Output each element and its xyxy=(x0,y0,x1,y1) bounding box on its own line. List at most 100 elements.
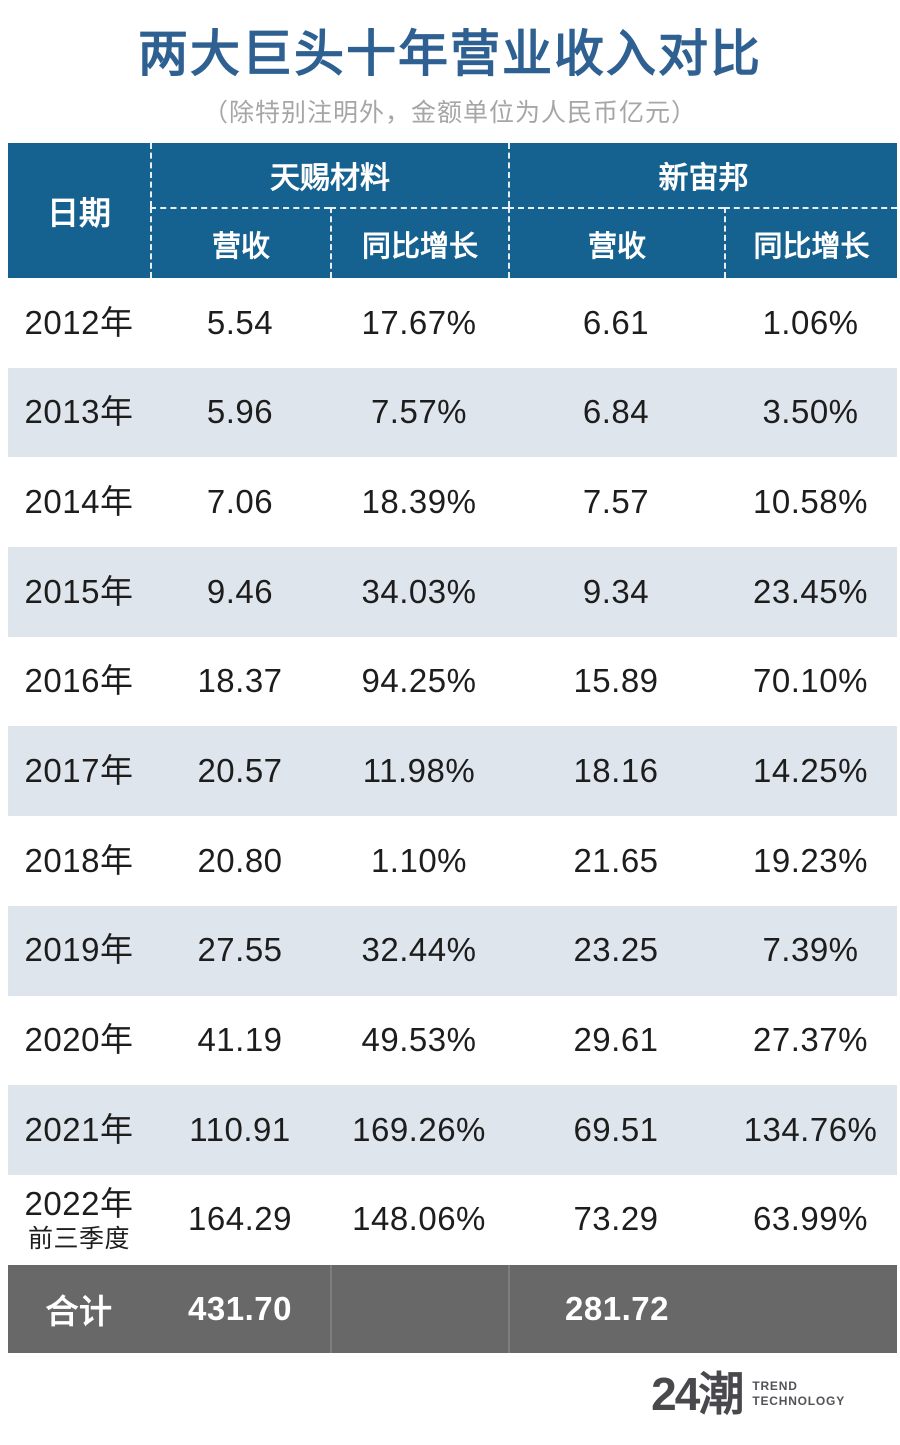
subcolumn-header-tianci-revenue: 营收 xyxy=(150,207,330,278)
row-date-label: 2017年 xyxy=(24,751,134,789)
row-value: 17.67% xyxy=(361,303,477,341)
group-header-tianci: 天赐材料 xyxy=(150,143,508,207)
brand-logo: 24潮 TREND TECHNOLOGY xyxy=(651,1371,845,1417)
row-value: 18.39% xyxy=(361,482,477,520)
table-row: 2017年 20.57 11.98% 18.16 14.25% xyxy=(8,726,897,817)
row-date-cell: 2013年 xyxy=(8,395,150,430)
row-value: 1.10% xyxy=(370,841,468,879)
row-date-cell: 2018年 xyxy=(8,841,150,879)
row-date-label: 2012年 xyxy=(24,303,134,341)
row-value: 169.26% xyxy=(352,1110,486,1148)
row-value: 15.89 xyxy=(573,662,659,700)
row-date-note: 前三季度 xyxy=(27,1224,130,1253)
row-date-cell: 2019年 xyxy=(8,933,150,968)
row-value: 21.65 xyxy=(573,841,659,879)
row-value: 73.29 xyxy=(573,1200,659,1238)
row-value: 7.57 xyxy=(582,482,650,520)
row-date-label: 2018年 xyxy=(24,841,134,879)
row-date-label: 2014年 xyxy=(24,482,134,520)
logo-caption: TREND TECHNOLOGY xyxy=(752,1379,845,1409)
row-value: 20.80 xyxy=(197,841,283,879)
row-date-label: 2013年 xyxy=(24,393,134,431)
table-row: 2014年 7.06 18.39% 7.57 10.58% xyxy=(8,457,897,548)
row-value: 19.23% xyxy=(753,841,868,879)
row-value: 7.57% xyxy=(370,393,468,431)
total-tianci-yoy-empty xyxy=(330,1264,508,1353)
column-header-date: 日期 xyxy=(46,194,111,231)
table-row: 2021年 110.91 169.26% 69.51 134.76% xyxy=(8,1085,897,1175)
table-body: 2012年 5.54 17.67% 6.61 1.06% 2013年 5.96 7.57% 6.… xyxy=(8,278,897,1265)
row-date-cell: 2022年 前三季度 xyxy=(8,1185,150,1253)
row-value: 5.54 xyxy=(206,303,274,341)
row-value: 14.25% xyxy=(753,751,868,789)
subcolumn-header-capchem-revenue: 营收 xyxy=(508,207,724,278)
row-value: 7.39% xyxy=(762,931,859,969)
row-value: 7.06 xyxy=(206,482,274,520)
row-value: 70.10% xyxy=(753,662,868,700)
row-date-cell: 2016年 xyxy=(8,664,150,699)
row-date-label: 2015年 xyxy=(24,572,134,610)
row-value: 6.84 xyxy=(582,393,650,431)
table-row: 2013年 5.96 7.57% 6.84 3.50% xyxy=(8,367,897,458)
table-row: 2019年 27.55 32.44% 23.25 7.39% xyxy=(8,905,897,996)
row-value: 18.37 xyxy=(197,662,283,700)
footer: 24潮 TREND TECHNOLOGY xyxy=(0,1353,900,1445)
table-row: 2020年 41.19 49.53% 29.61 27.37% xyxy=(8,995,897,1086)
row-value: 23.25 xyxy=(573,931,659,969)
table-row: 2016年 18.37 94.25% 15.89 70.10% xyxy=(8,636,897,727)
row-date-cell: 2015年 xyxy=(8,572,150,610)
logo-caption-line1: TREND xyxy=(752,1378,798,1393)
revenue-comparison-table: 日期 天赐材料 新宙邦 营收 同比增长 营收 同比增长 2012年 5.54 17.… xyxy=(8,143,897,1353)
title-section: 两大巨头十年营业收入对比 （除特别注明外，金额单位为人民币亿元） xyxy=(0,0,900,143)
page-subtitle: （除特别注明外，金额单位为人民币亿元） xyxy=(202,99,697,127)
table-row: 2015年 9.46 34.03% 9.34 23.45% xyxy=(8,547,897,637)
subcolumn-header-tianci-yoy: 同比增长 xyxy=(330,207,508,278)
group-header-capchem: 新宙邦 xyxy=(508,143,897,207)
row-value: 63.99% xyxy=(753,1200,868,1238)
row-value: 23.45% xyxy=(753,572,868,610)
row-value: 69.51 xyxy=(573,1110,659,1148)
row-value: 27.55 xyxy=(197,931,283,969)
table-row: 2012年 5.54 17.67% 6.61 1.06% xyxy=(8,278,897,368)
row-date-cell: 2014年 xyxy=(8,482,150,520)
table-total-row: 合计 431.70 281.72 xyxy=(8,1264,897,1353)
row-value: 9.34 xyxy=(582,572,650,610)
row-value: 134.76% xyxy=(743,1110,878,1148)
subcolumn-header-capchem-yoy: 同比增长 xyxy=(724,207,897,278)
row-value: 27.37% xyxy=(753,1021,868,1059)
row-value: 49.53% xyxy=(361,1021,477,1059)
table-row: 2022年 前三季度 164.29 148.06% 73.29 63.99% xyxy=(8,1174,897,1265)
row-value: 18.16 xyxy=(573,751,659,789)
row-value: 11.98% xyxy=(362,751,476,789)
total-tianci-revenue: 431.70 xyxy=(188,1289,292,1327)
logo-24chao: 24潮 xyxy=(651,1367,744,1420)
row-value: 6.61 xyxy=(582,303,650,341)
page-title: 两大巨头十年营业收入对比 xyxy=(138,26,762,82)
row-value: 148.06% xyxy=(352,1200,486,1238)
row-date-cell: 2020年 xyxy=(8,1021,150,1059)
row-value: 29.61 xyxy=(573,1021,659,1059)
table-header: 日期 天赐材料 新宙邦 营收 同比增长 营收 同比增长 xyxy=(8,143,897,278)
row-value: 10.58% xyxy=(753,482,868,520)
row-value: 110.91 xyxy=(189,1110,291,1148)
row-date-label: 2016年 xyxy=(24,662,134,700)
row-value: 94.25% xyxy=(361,662,477,700)
row-value: 5.96 xyxy=(206,393,274,431)
row-value: 20.57 xyxy=(197,751,283,789)
row-value: 34.03% xyxy=(361,572,477,610)
row-value: 9.46 xyxy=(206,572,274,610)
logo-caption-line2: TECHNOLOGY xyxy=(752,1393,845,1408)
total-label: 合计 xyxy=(45,1292,113,1330)
row-value: 32.44% xyxy=(361,931,477,969)
table-row: 2018年 20.80 1.10% 21.65 19.23% xyxy=(8,816,897,906)
row-date-cell: 2021年 xyxy=(8,1112,150,1148)
row-value: 41.19 xyxy=(197,1021,283,1059)
row-date-label: 2022年 xyxy=(24,1185,134,1223)
total-capchem-revenue: 281.72 xyxy=(508,1264,724,1353)
row-date-label: 2020年 xyxy=(24,1021,134,1059)
row-value: 164.29 xyxy=(188,1200,292,1238)
row-date-label: 2019年 xyxy=(24,931,134,969)
row-value: 1.06% xyxy=(762,303,859,341)
row-value: 3.50% xyxy=(762,393,859,431)
